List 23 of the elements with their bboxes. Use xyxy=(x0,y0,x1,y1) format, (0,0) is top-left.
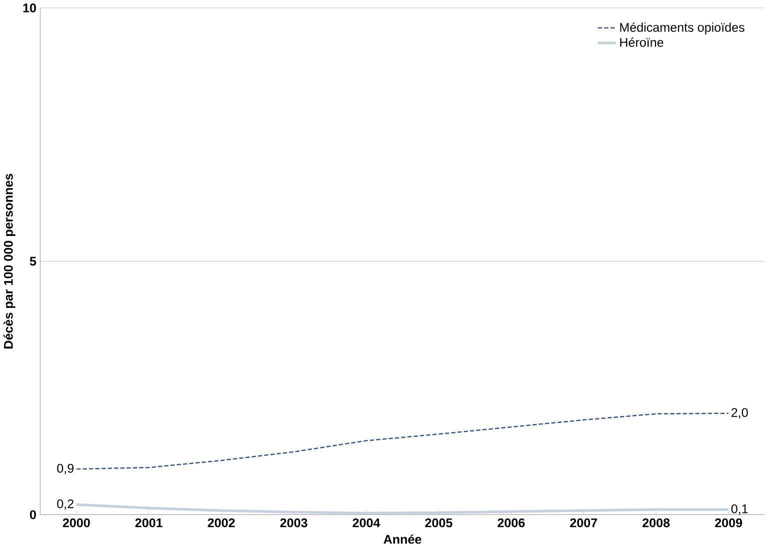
x-tick-label: 2006 xyxy=(498,518,525,528)
legend-label: Héroïne xyxy=(620,37,664,47)
data-label: 2,0 xyxy=(731,408,748,418)
x-tick-label: 2005 xyxy=(425,518,452,528)
x-axis-title: Année xyxy=(384,534,422,544)
x-tick-label: 2002 xyxy=(208,518,235,528)
data-label: 0,9 xyxy=(57,464,74,474)
x-tick-label: 2007 xyxy=(570,518,598,528)
x-tick-label: 2000 xyxy=(62,518,90,528)
x-tick-label: 2004 xyxy=(352,518,380,528)
y-tick-label: 0 xyxy=(30,510,36,519)
data-label: 0,2 xyxy=(57,499,74,510)
x-tick-label: 2009 xyxy=(715,518,742,528)
y-tick-label: 5 xyxy=(30,256,36,266)
x-tick-label: 2001 xyxy=(135,518,162,528)
x-tick-label: 2003 xyxy=(280,518,308,528)
y-axis-title: Décès par 100 000 personnes xyxy=(3,174,16,348)
data-label: 0,1 xyxy=(731,504,748,515)
x-tick-label: 2008 xyxy=(642,518,670,528)
legend-label: Médicaments opioïdes xyxy=(620,22,744,34)
line-series xyxy=(76,412,730,470)
line-series xyxy=(75,503,730,514)
y-tick-label: 10 xyxy=(23,3,36,12)
